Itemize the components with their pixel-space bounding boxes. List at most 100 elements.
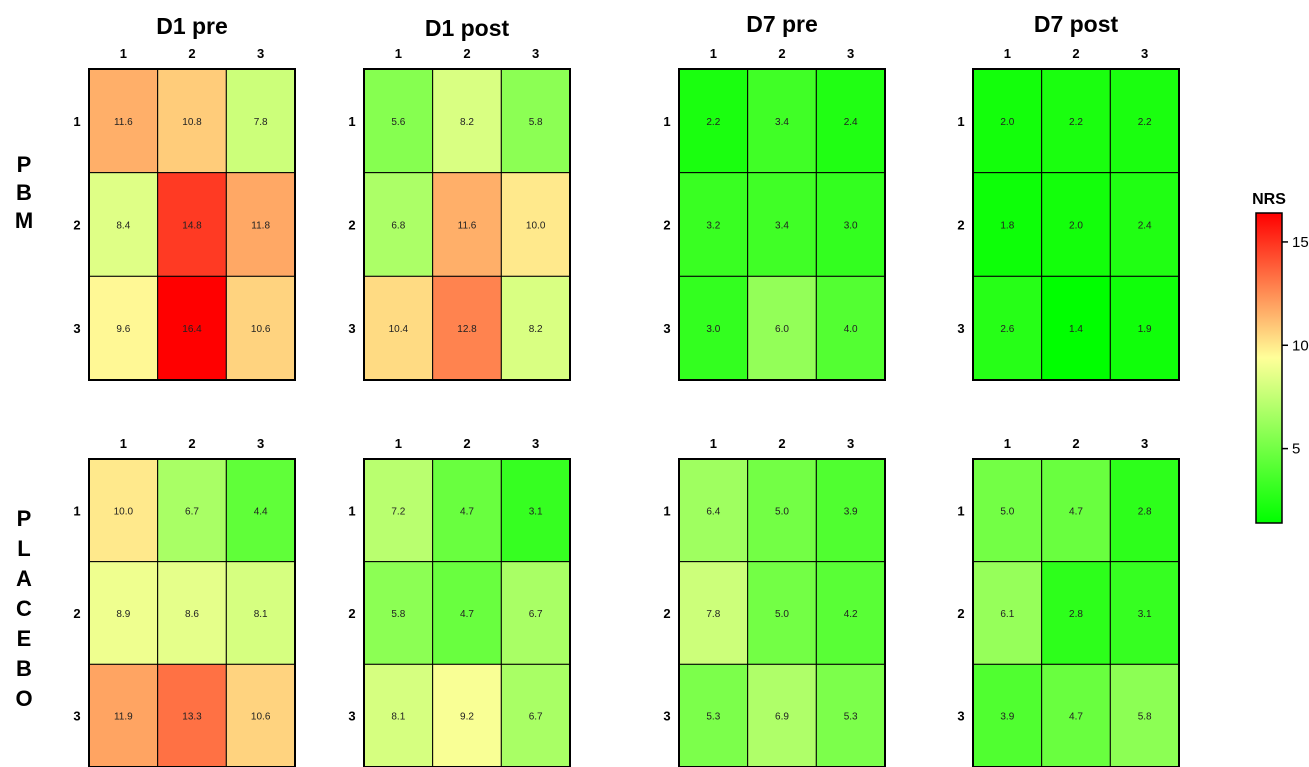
cell-value-label: 8.2 [529,324,543,335]
cell-value-label: 2.6 [1000,324,1014,335]
colorbar-tick-label: 5 [1292,441,1300,458]
cell-value-label: 6.4 [706,506,720,517]
panel-title: D7 post [1034,11,1119,37]
row-label: 1 [73,503,80,518]
heatmap-cell [500,172,571,277]
heatmap-cell [363,663,434,767]
row-label: 2 [348,218,355,233]
heatmap-cell [972,68,1043,174]
cell-value-label: 2.2 [1069,117,1083,128]
heatmap-cell [678,561,749,665]
row-label: 3 [957,709,964,724]
column-label: 1 [120,436,127,451]
heatmap-cell [363,68,434,174]
row-label: 1 [348,114,355,129]
heatmap-cell [1109,458,1180,563]
cell-value-label: 3.0 [844,221,858,232]
cell-value-label: 9.2 [460,712,474,723]
column-label: 3 [1141,436,1148,451]
cell-value-label: 10.0 [526,221,546,232]
panel-border [678,68,886,381]
row-group-letter: A [16,566,32,591]
panel-border [972,458,1180,767]
row-label: 1 [957,114,964,129]
heatmap-panel: D7 post 1 2 3 1 2 3 2.0 2.2 2.2 1.8 2.0 2.4 2.6 1.4 1.9 [957,11,1180,381]
cell-value-label: 10.6 [251,324,271,335]
heatmap-cell [747,68,817,174]
cell-value-label: 4.7 [1069,712,1083,723]
row-group-letter: M [15,208,33,233]
cell-value-label: 5.8 [529,117,543,128]
heatmap-cell [500,275,571,381]
row-label: 1 [663,114,670,129]
cell-value-label: 7.2 [391,506,405,517]
row-group-letter: O [15,686,32,711]
heatmap-cell [972,172,1043,277]
heatmap-cell [432,275,502,381]
heatmap-panel: 1 2 3 1 2 3 5.0 4.7 2.8 6.1 2.8 3.1 3.9 4.7 5.8 [957,436,1180,767]
row-label: 3 [73,709,80,724]
column-label: 2 [778,46,785,61]
panel-border [972,68,1180,381]
heatmap-cell [363,561,434,665]
cell-value-label: 4.0 [844,324,858,335]
cell-value-label: 3.1 [529,506,543,517]
cell-value-label: 5.8 [391,609,405,620]
column-label: 2 [1072,436,1079,451]
cell-value-label: 2.8 [1069,609,1083,620]
cell-value-label: 11.6 [114,117,133,128]
column-label: 2 [188,46,195,61]
row-label: 2 [73,606,80,621]
cell-value-label: 4.7 [460,609,474,620]
cell-value-label: 7.8 [254,117,268,128]
heatmap-cell [815,68,886,174]
cell-value-label: 8.1 [391,712,405,723]
cell-value-label: 2.2 [1138,117,1152,128]
cell-value-label: 12.8 [457,324,477,335]
cell-value-label: 10.6 [251,712,271,723]
heatmap-cell [157,68,227,174]
cell-value-label: 10.8 [182,117,202,128]
row-label: 3 [957,321,964,336]
cell-value-label: 16.4 [182,324,202,335]
row-group-letter: L [17,536,30,561]
heatmap-cell [157,275,227,381]
heatmap-cell [815,663,886,767]
cell-value-label: 11.9 [114,712,133,723]
cell-value-label: 4.2 [844,609,858,620]
row-label: 1 [73,114,80,129]
cell-value-label: 5.8 [1138,712,1152,723]
column-label: 2 [1072,46,1079,61]
cell-value-label: 5.6 [391,117,405,128]
column-label: 3 [257,436,264,451]
heatmap-cell [363,275,434,381]
colorbar-title: NRS [1252,191,1286,208]
heatmap-cell [972,561,1043,665]
panel-border [363,458,571,767]
cell-value-label: 8.2 [460,117,474,128]
column-label: 3 [257,46,264,61]
row-group-letter: P [17,152,32,177]
column-label: 1 [1004,46,1011,61]
cell-value-label: 9.6 [116,324,130,335]
heatmap-panel: 1 2 3 1 2 3 7.2 4.7 3.1 5.8 4.7 6.7 8.1 9.2 6.7 [348,436,571,767]
heatmap-cell [88,68,159,174]
heatmap-cell [972,275,1043,381]
cell-value-label: 3.4 [775,117,789,128]
column-label: 1 [710,46,717,61]
column-label: 3 [1141,46,1148,61]
heatmap-cell [747,172,817,277]
row-label: 2 [348,606,355,621]
cell-value-label: 5.0 [775,506,789,517]
panel-title: D1 pre [156,13,228,39]
cell-value-label: 6.1 [1000,609,1014,620]
row-label: 2 [73,218,80,233]
heatmap-panel: D1 post 1 2 3 1 2 3 5.6 8.2 5.8 6.8 11.6 10.0 10.4 12.… [348,15,571,381]
row-group-letter: P [17,506,32,531]
cell-value-label: 5.0 [1000,506,1014,517]
heatmap-cell [88,172,159,277]
column-label: 2 [463,46,470,61]
heatmap-cell [500,663,571,767]
column-label: 1 [710,436,717,451]
